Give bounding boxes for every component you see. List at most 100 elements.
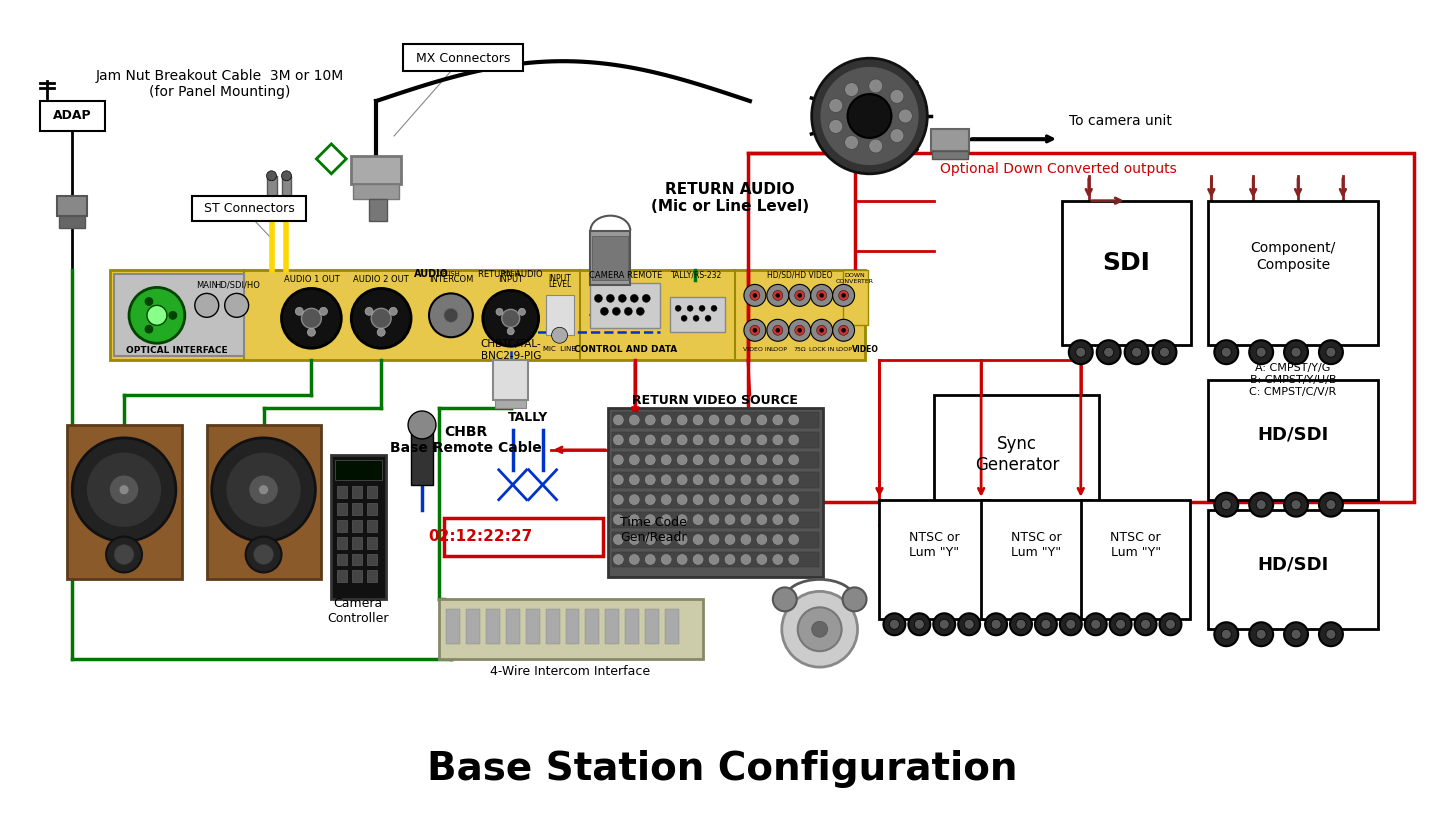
Circle shape (964, 619, 974, 629)
Circle shape (601, 308, 608, 315)
FancyBboxPatch shape (546, 609, 559, 645)
Circle shape (630, 474, 639, 485)
Circle shape (958, 614, 980, 636)
Circle shape (678, 515, 688, 524)
Text: VIDEO IN: VIDEO IN (743, 347, 772, 352)
Text: OPTICAL INTERFACE: OPTICAL INTERFACE (126, 346, 228, 355)
Text: MX Connectors: MX Connectors (416, 52, 510, 65)
FancyBboxPatch shape (931, 129, 970, 151)
Circle shape (694, 435, 704, 445)
Circle shape (709, 455, 720, 465)
Text: MIC  LINE: MIC LINE (543, 346, 577, 353)
Circle shape (725, 515, 736, 524)
Text: MAIN: MAIN (197, 281, 218, 290)
Circle shape (613, 555, 623, 564)
Text: Base Station Configuration: Base Station Configuration (426, 750, 1017, 788)
Circle shape (630, 515, 639, 524)
Circle shape (118, 485, 129, 495)
Circle shape (709, 535, 720, 545)
Circle shape (407, 411, 436, 439)
FancyBboxPatch shape (613, 452, 819, 468)
Circle shape (725, 474, 736, 485)
Text: TALLY: TALLY (507, 411, 548, 425)
Circle shape (725, 555, 736, 564)
Circle shape (709, 515, 720, 524)
Circle shape (798, 328, 802, 332)
Circle shape (646, 555, 655, 564)
Text: Optional Down Converted outputs: Optional Down Converted outputs (941, 162, 1178, 176)
Circle shape (868, 139, 883, 153)
Circle shape (773, 435, 783, 445)
Circle shape (1016, 619, 1026, 629)
Text: A: CMPST/Y/G
B: CMPST/Y/U/B
C: CMPST/C/V/R: A: CMPST/Y/G B: CMPST/Y/U/B C: CMPST/C/V… (1250, 363, 1337, 397)
Circle shape (613, 495, 623, 505)
Text: 4-Wire Intercom Interface: 4-Wire Intercom Interface (490, 664, 650, 677)
FancyBboxPatch shape (353, 184, 399, 199)
FancyBboxPatch shape (367, 554, 377, 565)
FancyBboxPatch shape (493, 360, 527, 400)
Circle shape (741, 435, 751, 445)
Text: PUSH: PUSH (501, 272, 520, 277)
Circle shape (613, 435, 623, 445)
Text: AUDIO 2 OUT: AUDIO 2 OUT (353, 275, 409, 284)
Circle shape (1069, 340, 1092, 364)
Circle shape (444, 308, 458, 322)
Text: HD/SDI: HD/SDI (1257, 426, 1329, 444)
FancyBboxPatch shape (1208, 200, 1377, 345)
Text: NTSC or
Lum "Y": NTSC or Lum "Y" (909, 531, 959, 559)
FancyBboxPatch shape (1208, 380, 1377, 500)
Circle shape (773, 455, 783, 465)
FancyBboxPatch shape (880, 500, 988, 619)
Circle shape (1250, 622, 1273, 646)
FancyBboxPatch shape (526, 609, 539, 645)
Circle shape (991, 619, 1001, 629)
Circle shape (483, 290, 539, 346)
Circle shape (725, 495, 736, 505)
Circle shape (302, 308, 321, 328)
Text: 75Ω: 75Ω (793, 347, 806, 352)
Circle shape (709, 495, 720, 505)
Circle shape (789, 455, 799, 465)
Circle shape (890, 89, 905, 103)
Circle shape (519, 308, 526, 315)
Circle shape (832, 319, 854, 341)
FancyBboxPatch shape (626, 609, 639, 645)
FancyBboxPatch shape (351, 156, 402, 184)
Circle shape (838, 326, 848, 335)
Circle shape (812, 622, 828, 637)
Circle shape (144, 325, 153, 333)
Circle shape (832, 285, 854, 307)
FancyBboxPatch shape (613, 472, 819, 488)
Circle shape (1327, 347, 1337, 357)
Circle shape (662, 455, 670, 465)
FancyBboxPatch shape (337, 570, 347, 582)
FancyBboxPatch shape (1062, 200, 1191, 345)
Circle shape (798, 607, 841, 651)
Circle shape (613, 415, 623, 425)
FancyBboxPatch shape (613, 511, 819, 528)
FancyBboxPatch shape (353, 554, 363, 565)
Circle shape (741, 455, 751, 465)
Circle shape (212, 438, 315, 542)
FancyBboxPatch shape (665, 609, 679, 645)
FancyBboxPatch shape (353, 570, 363, 582)
Circle shape (753, 328, 757, 332)
FancyBboxPatch shape (592, 236, 629, 281)
FancyBboxPatch shape (591, 231, 630, 285)
Circle shape (741, 415, 751, 425)
Circle shape (429, 294, 473, 337)
Circle shape (295, 308, 303, 315)
Circle shape (646, 535, 655, 545)
Circle shape (811, 319, 832, 341)
Text: CAMERA REMOTE: CAMERA REMOTE (588, 271, 662, 280)
Circle shape (642, 294, 650, 303)
Circle shape (789, 415, 799, 425)
Text: HD/SDI: HD/SDI (1257, 555, 1329, 573)
Circle shape (1097, 340, 1121, 364)
FancyBboxPatch shape (981, 500, 1091, 619)
Circle shape (709, 474, 720, 485)
Circle shape (1256, 500, 1266, 510)
Circle shape (741, 495, 751, 505)
Text: CHBTC/TAL-
BNC2-9-PIG: CHBTC/TAL- BNC2-9-PIG (480, 339, 540, 361)
Text: LOOP: LOOP (835, 347, 853, 352)
